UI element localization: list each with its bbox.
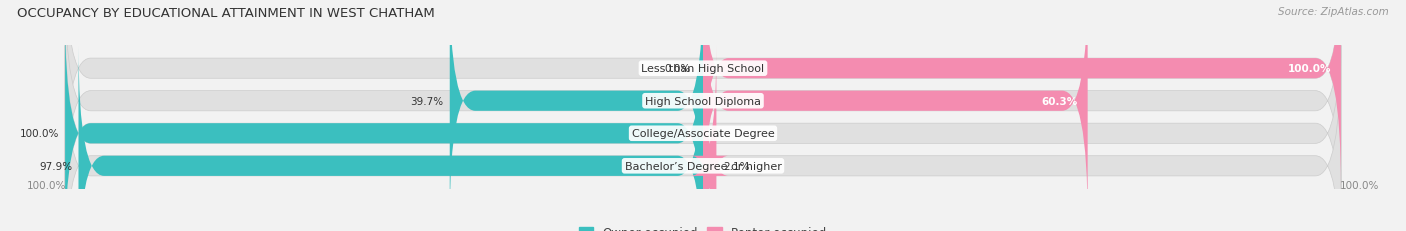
FancyBboxPatch shape (79, 46, 703, 231)
Text: College/Associate Degree: College/Associate Degree (631, 129, 775, 139)
FancyBboxPatch shape (65, 0, 1341, 188)
FancyBboxPatch shape (65, 0, 1341, 221)
Text: 60.3%: 60.3% (1042, 96, 1078, 106)
Text: High School Diploma: High School Diploma (645, 96, 761, 106)
Text: 100.0%: 100.0% (20, 129, 59, 139)
Legend: Owner-occupied, Renter-occupied: Owner-occupied, Renter-occupied (574, 221, 832, 231)
FancyBboxPatch shape (690, 46, 728, 231)
FancyBboxPatch shape (65, 46, 1341, 231)
Text: 97.9%: 97.9% (39, 161, 72, 171)
Text: Less than High School: Less than High School (641, 64, 765, 74)
Text: 2.1%: 2.1% (723, 161, 749, 171)
Text: 0.0%: 0.0% (664, 64, 690, 74)
FancyBboxPatch shape (703, 0, 1341, 188)
Text: 39.7%: 39.7% (411, 96, 443, 106)
FancyBboxPatch shape (703, 0, 1088, 221)
Text: 100.0%: 100.0% (27, 180, 66, 190)
FancyBboxPatch shape (450, 0, 703, 221)
Text: Source: ZipAtlas.com: Source: ZipAtlas.com (1278, 7, 1389, 17)
FancyBboxPatch shape (65, 14, 703, 231)
Text: 100.0%: 100.0% (1288, 64, 1331, 74)
Text: OCCUPANCY BY EDUCATIONAL ATTAINMENT IN WEST CHATHAM: OCCUPANCY BY EDUCATIONAL ATTAINMENT IN W… (17, 7, 434, 20)
Text: Bachelor’s Degree or higher: Bachelor’s Degree or higher (624, 161, 782, 171)
FancyBboxPatch shape (65, 14, 1341, 231)
Text: 100.0%: 100.0% (1340, 180, 1379, 190)
